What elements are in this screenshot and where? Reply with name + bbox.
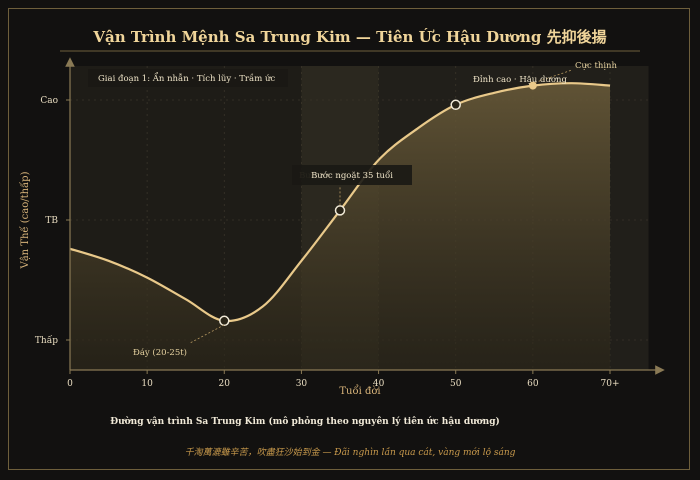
annotation-leader	[534, 69, 573, 83]
x-tick-label: 50	[450, 379, 462, 389]
y-axis-title: Vận Thế (cao/thấp)	[20, 171, 31, 269]
key-point	[334, 205, 346, 216]
x-tick-label: 70+	[601, 379, 620, 389]
peak-point	[528, 81, 537, 90]
axes	[65, 57, 665, 375]
band-label-phase-1: Giai đoạn 1: Ẩn nhẫn · Tích lũy · Trầm ứ…	[98, 71, 275, 84]
x-tick-label: 10	[141, 379, 153, 389]
y-tick-label: Cao	[40, 96, 58, 106]
y-tick-label: TB	[45, 216, 58, 226]
annotation-leader	[189, 324, 225, 344]
x-tick-label: 30	[296, 379, 308, 389]
y-tick-label: Thấp	[35, 335, 58, 346]
band-label-box	[88, 69, 288, 87]
band-labels: Giai đoạn 1: Ẩn nhẫn · Tích lũy · Trầm ứ…	[88, 69, 567, 185]
annotation-bottom: Đáy (20-25t)	[133, 347, 187, 358]
band-label-turning-point: Bước ngoặt 35 tuổi	[311, 169, 393, 181]
key-point	[450, 99, 461, 111]
x-tick-label: 60	[527, 379, 539, 389]
band-label-box	[292, 165, 412, 185]
chart-title: Vận Trình Mệnh Sa Trung Kim — Tiên Ức Hậ…	[92, 28, 606, 46]
ticks: 0 10 20 30 40 50 60 70+ Thấp TB Cao	[35, 96, 620, 389]
x-tick-label: 0	[67, 379, 73, 389]
closing-quote: 千淘萬漉雖辛苦，吹盡狂沙始到金 — Đãi nghìn lần qua cát,…	[185, 447, 516, 458]
key-point	[219, 315, 230, 327]
area-fill	[70, 83, 610, 370]
chart-caption: Đường vận trình Sa Trung Kim (mô phỏng t…	[110, 416, 500, 427]
annotation-peak: Cực thịnh	[575, 61, 618, 71]
band-label-peak: Đỉnh cao · Hậu dương	[473, 74, 567, 85]
outer-frame	[8, 8, 690, 470]
x-tick-label: 40	[373, 379, 385, 389]
x-axis-title: Tuổi đời	[339, 385, 380, 397]
x-tick-label: 20	[219, 379, 231, 389]
